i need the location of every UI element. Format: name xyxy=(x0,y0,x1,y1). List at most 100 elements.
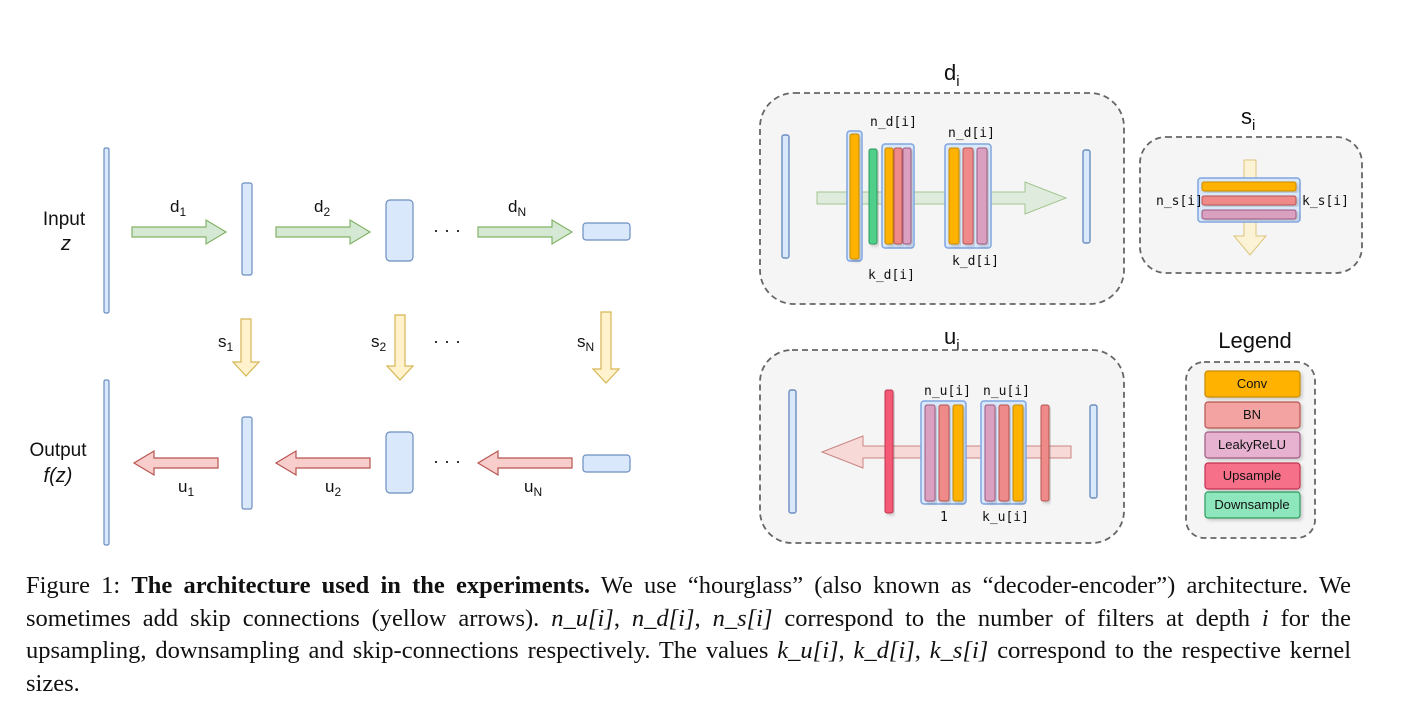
d-label-nd-left: n_d[i] xyxy=(870,115,917,130)
decoder-tensor-2 xyxy=(385,431,414,494)
caption-math: i xyxy=(1261,604,1269,632)
down-arrow-2 xyxy=(275,218,372,246)
down-arrow-n xyxy=(477,218,574,246)
input-tensor xyxy=(103,147,110,314)
d-label-kd-right: k_d[i] xyxy=(952,254,999,269)
legend-item-upsample: Upsample xyxy=(1204,462,1301,490)
u-label-nu-right: n_u[i] xyxy=(983,384,1030,399)
d-input-tensor xyxy=(781,134,790,259)
d-panel-title: di xyxy=(944,60,960,90)
u-input-tensor xyxy=(788,389,797,514)
d-downsample xyxy=(868,148,878,245)
ellipsis-skip: · · · xyxy=(433,331,461,351)
up-label-1: u1 xyxy=(178,477,194,499)
up-arrow-2 xyxy=(274,449,371,477)
u-relu-2 xyxy=(984,404,996,502)
skip-label-1: s1 xyxy=(218,332,234,354)
u-panel-title: ui xyxy=(944,324,960,354)
skip-arrow-n xyxy=(591,311,621,384)
legend-item-leakyrelu: LeakyReLU xyxy=(1204,431,1301,459)
u-bn-2 xyxy=(998,404,1010,502)
caption-prefix: Figure 1: xyxy=(26,572,132,599)
down-arrow-1 xyxy=(131,218,228,246)
d-relu-2 xyxy=(976,147,988,245)
up-arrow-1 xyxy=(132,449,219,477)
u-bn-3 xyxy=(1040,404,1050,502)
skip-arrow-1 xyxy=(231,318,261,377)
decoder-tensor-n xyxy=(582,454,631,473)
down-label-2: d2 xyxy=(314,197,330,219)
caption-math: n_s[i] xyxy=(712,604,773,632)
caption-math: k_s[i] xyxy=(929,637,989,664)
d-block-panel: di n_d[i] n_d[i] k_d[i] k_d[i] xyxy=(759,60,1125,305)
ellipsis-down: · · · xyxy=(433,220,461,240)
s-label-ns: n_s[i] xyxy=(1156,194,1203,209)
u-label-nu-left: n_u[i] xyxy=(924,384,971,399)
svg-text:LeakyReLU: LeakyReLU xyxy=(1218,437,1286,452)
d-conv-1 xyxy=(849,133,860,260)
svg-text:Downsample: Downsample xyxy=(1214,497,1289,512)
u-label-one: 1 xyxy=(940,510,948,525)
legend-title: Legend xyxy=(1218,328,1291,353)
d-output-tensor xyxy=(1082,149,1091,244)
s-bn xyxy=(1201,195,1297,206)
caption-text: correspond to the number of filters at d… xyxy=(772,604,1262,632)
hourglass-overview: Input z d1 d2 dN · · · s1 s2 xyxy=(29,147,631,546)
decoder-tensor-1 xyxy=(241,416,253,510)
figure-caption: Figure 1: The architecture used in the e… xyxy=(26,570,1351,700)
legend-item-downsample: Downsample xyxy=(1204,491,1301,519)
u-block-panel: ui n_u[i] n_u[i] 1 k_u[i] xyxy=(759,324,1125,544)
d-label-kd-left: k_d[i] xyxy=(868,268,915,283)
skip-arrow-2 xyxy=(385,314,415,381)
caption-text: , xyxy=(838,637,854,664)
caption-text: , xyxy=(914,637,930,664)
s-label-ks: k_s[i] xyxy=(1302,194,1349,209)
caption-math: k_d[i] xyxy=(853,637,915,664)
d-conv-3 xyxy=(948,147,960,245)
s-block-panel: si n_s[i] k_s[i] xyxy=(1139,104,1363,274)
d-relu-1 xyxy=(902,147,912,245)
encoder-tensor-1 xyxy=(241,182,253,276)
caption-bold-title: The architecture used in the experiments… xyxy=(131,572,591,599)
output-tensor xyxy=(103,379,110,546)
d-bn-2 xyxy=(962,147,974,245)
caption-text: We use “hourglass” (also known as “decod… xyxy=(26,572,1351,632)
caption-text: , xyxy=(613,604,632,632)
input-label: Input xyxy=(43,209,86,230)
caption-math: n_d[i] xyxy=(631,604,695,632)
down-label-1: d1 xyxy=(170,197,186,219)
d-label-nd-right: n_d[i] xyxy=(948,126,995,141)
encoder-tensor-n xyxy=(582,222,631,241)
input-variable: z xyxy=(60,233,71,255)
architecture-diagram: Input z d1 d2 dN · · · s1 s2 xyxy=(29,60,1363,546)
up-label-2: u2 xyxy=(325,477,341,499)
s-panel-title: si xyxy=(1241,104,1255,134)
u-conv-1 xyxy=(952,404,964,502)
output-variable: f(z) xyxy=(44,465,73,487)
up-arrow-n xyxy=(476,449,573,477)
up-label-n: uN xyxy=(524,477,542,499)
down-label-n: dN xyxy=(508,197,526,219)
u-relu-1 xyxy=(924,404,936,502)
d-conv-2 xyxy=(884,147,894,245)
legend: Legend Conv BN LeakyReLU Upsample Downsa… xyxy=(1185,328,1316,539)
svg-text:Conv: Conv xyxy=(1237,376,1268,391)
u-upsample xyxy=(884,389,894,514)
u-output-tensor xyxy=(1089,404,1098,499)
svg-text:Upsample: Upsample xyxy=(1223,468,1282,483)
caption-text: , xyxy=(694,604,713,632)
u-label-ku: k_u[i] xyxy=(982,510,1029,525)
legend-item-conv: Conv xyxy=(1204,370,1301,398)
u-conv-2 xyxy=(1012,404,1024,502)
legend-item-bn: BN xyxy=(1204,401,1301,429)
s-conv xyxy=(1201,181,1297,192)
skip-label-2: s2 xyxy=(371,332,387,354)
caption-math: k_u[i] xyxy=(777,637,839,664)
skip-label-n: sN xyxy=(577,332,594,354)
d-bn-1 xyxy=(893,147,903,245)
s-relu xyxy=(1201,209,1297,220)
u-bn-1 xyxy=(938,404,950,502)
ellipsis-up: · · · xyxy=(433,451,461,471)
caption-math: n_u[i] xyxy=(551,604,614,632)
svg-text:BN: BN xyxy=(1243,407,1261,422)
